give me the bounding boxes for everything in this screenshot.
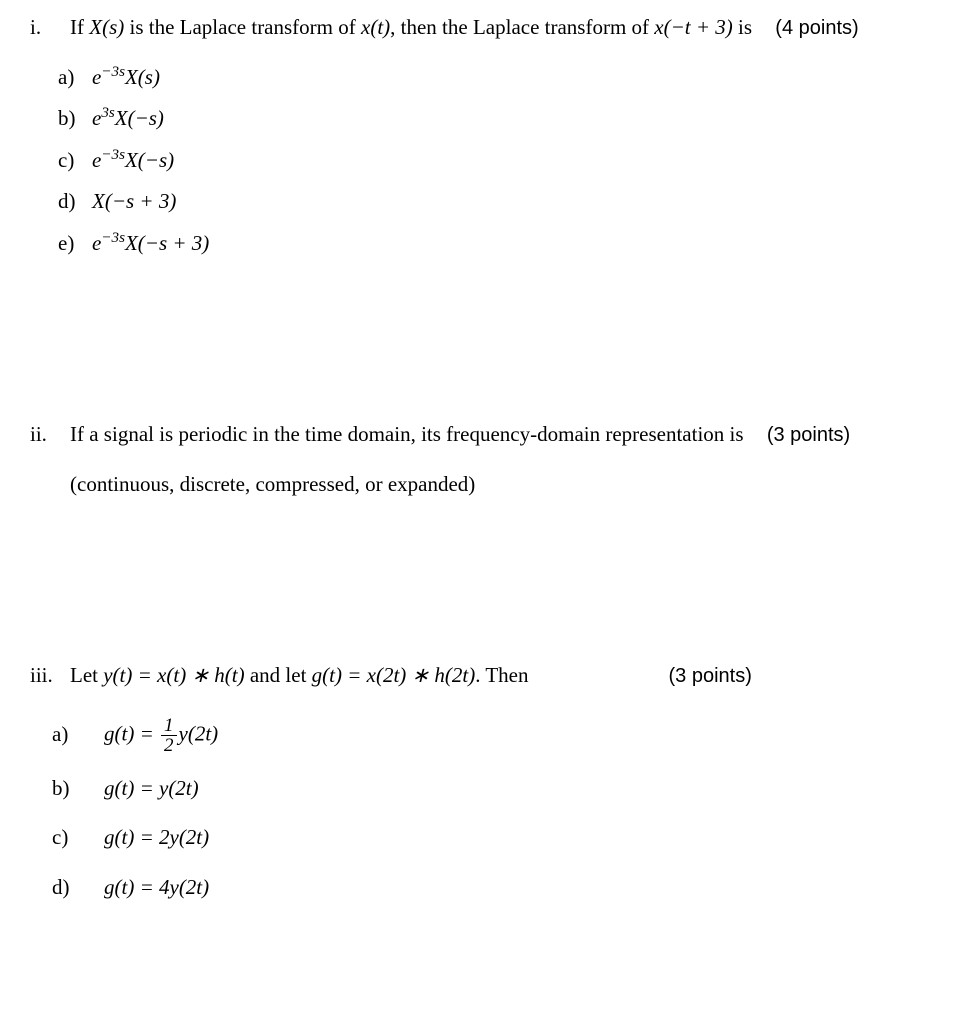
q3-yt: y(t) = x(t) ∗ h(t) bbox=[103, 663, 244, 687]
q1-text-before: If bbox=[70, 15, 89, 39]
q1-option-a: a) e−3sX(s) bbox=[58, 62, 926, 94]
q1-e-exp: −3s bbox=[101, 230, 125, 246]
q1-b-func: X(−s) bbox=[115, 106, 164, 130]
q3-opt-c-content: g(t) = 2y(2t) bbox=[104, 822, 926, 854]
q1-Xs: X(s) bbox=[89, 15, 124, 39]
q3-points: (3 points) bbox=[669, 661, 752, 691]
q3-a-den: 2 bbox=[161, 736, 177, 755]
question-1: i. If X(s) is the Laplace transform of x… bbox=[30, 12, 926, 259]
q3-then: . Then bbox=[475, 663, 528, 687]
q3-a-lhs: g(t) = bbox=[104, 721, 159, 745]
q1-option-c: c) e−3sX(−s) bbox=[58, 145, 926, 177]
q3-opt-a-content: g(t) = 12y(2t) bbox=[104, 716, 926, 755]
question-2-header: ii. If a signal is periodic in the time … bbox=[30, 419, 926, 451]
q1-option-d: d) X(−s + 3) bbox=[58, 186, 926, 218]
q3-a-frac: 12 bbox=[161, 716, 177, 755]
q1-b-exp: 3s bbox=[101, 105, 114, 121]
q1-c-e: e bbox=[92, 148, 101, 172]
q1-a-e: e bbox=[92, 65, 101, 89]
question-1-header: i. If X(s) is the Laplace transform of x… bbox=[30, 12, 926, 44]
q1-c-func: X(−s) bbox=[125, 148, 174, 172]
q1-option-e: e) e−3sX(−s + 3) bbox=[58, 228, 926, 260]
q1-opt-d-label: d) bbox=[58, 186, 92, 218]
question-1-num: i. bbox=[30, 12, 70, 44]
q3-opt-b-content: g(t) = y(2t) bbox=[104, 773, 926, 805]
q2-points: (3 points) bbox=[767, 424, 850, 446]
q1-after: is bbox=[733, 15, 752, 39]
q3-option-d: d) g(t) = 4y(2t) bbox=[52, 872, 926, 904]
q3-opt-b-label: b) bbox=[52, 773, 104, 805]
question-2-num: ii. bbox=[30, 419, 70, 451]
q3-opt-d-content: g(t) = 4y(2t) bbox=[104, 872, 926, 904]
q1-opt-c-label: c) bbox=[58, 145, 92, 177]
q3-a-num: 1 bbox=[161, 716, 177, 736]
q1-a-exp: −3s bbox=[101, 64, 125, 80]
q1-xt: x(t) bbox=[361, 15, 390, 39]
q1-e-func: X(−s + 3) bbox=[125, 231, 209, 255]
q1-options: a) e−3sX(s) b) e3sX(−s) c) e−3sX(−s) d) … bbox=[58, 62, 926, 260]
question-1-text: If X(s) is the Laplace transform of x(t)… bbox=[70, 12, 926, 44]
q3-and: and let bbox=[245, 663, 312, 687]
q1-b-e: e bbox=[92, 106, 101, 130]
q1-mid1: is the Laplace transform of bbox=[124, 15, 361, 39]
q3-option-b: b) g(t) = y(2t) bbox=[52, 773, 926, 805]
q1-xneg: x(−t + 3) bbox=[654, 15, 732, 39]
q1-mid2: , then the Laplace transform of bbox=[390, 15, 654, 39]
q3-gt: g(t) = x(2t) ∗ h(2t) bbox=[312, 663, 476, 687]
q2-text: If a signal is periodic in the time doma… bbox=[70, 422, 744, 446]
q1-opt-b-label: b) bbox=[58, 103, 92, 135]
q3-opt-c-label: c) bbox=[52, 822, 104, 854]
q1-opt-d-content: X(−s + 3) bbox=[92, 186, 926, 218]
q3-opt-a-label: a) bbox=[52, 719, 104, 751]
q1-points: (4 points) bbox=[775, 17, 858, 39]
q3-opt-d-label: d) bbox=[52, 872, 104, 904]
question-3: iii. Let y(t) = x(t) ∗ h(t) and let g(t)… bbox=[30, 660, 926, 903]
q1-e-e: e bbox=[92, 231, 101, 255]
q1-c-exp: −3s bbox=[101, 147, 125, 163]
q3-a-rhs: y(2t) bbox=[179, 721, 219, 745]
q1-opt-c-content: e−3sX(−s) bbox=[92, 145, 926, 177]
q3-let: Let bbox=[70, 663, 103, 687]
q1-opt-a-label: a) bbox=[58, 62, 92, 94]
q1-opt-a-content: e−3sX(s) bbox=[92, 62, 926, 94]
q1-a-func: X(s) bbox=[125, 65, 160, 89]
question-2: ii. If a signal is periodic in the time … bbox=[30, 419, 926, 500]
q2-sub: (continuous, discrete, compressed, or ex… bbox=[70, 469, 926, 501]
q3-text: Let y(t) = x(t) ∗ h(t) and let g(t) = x(… bbox=[70, 660, 529, 692]
q1-opt-e-label: e) bbox=[58, 228, 92, 260]
question-3-header: iii. Let y(t) = x(t) ∗ h(t) and let g(t)… bbox=[30, 660, 926, 692]
q1-opt-e-content: e−3sX(−s + 3) bbox=[92, 228, 926, 260]
q3-option-a: a) g(t) = 12y(2t) bbox=[52, 716, 926, 755]
question-2-text: If a signal is periodic in the time doma… bbox=[70, 419, 926, 451]
q3-option-c: c) g(t) = 2y(2t) bbox=[52, 822, 926, 854]
q3-options: a) g(t) = 12y(2t) b) g(t) = y(2t) c) g(t… bbox=[52, 716, 926, 904]
q1-opt-b-content: e3sX(−s) bbox=[92, 103, 926, 135]
q1-option-b: b) e3sX(−s) bbox=[58, 103, 926, 135]
question-3-num: iii. bbox=[30, 660, 70, 692]
